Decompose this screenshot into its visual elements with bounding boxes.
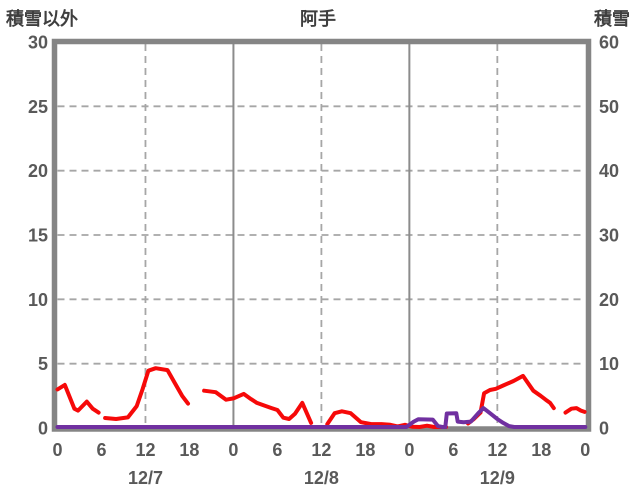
red-series-line (466, 373, 556, 426)
date-label: 12/8 (304, 468, 339, 488)
hour-tick-label: 0 (228, 440, 238, 460)
right-axis-tick-label: 20 (599, 290, 619, 310)
left-axis-title: 積雪以外 (6, 9, 78, 29)
hour-tick-label: 12 (311, 440, 331, 460)
date-label: 12/9 (480, 468, 515, 488)
date-label: 12/7 (128, 468, 163, 488)
left-axis-tick-label: 5 (38, 354, 48, 374)
hour-tick-label: 0 (404, 440, 414, 460)
left-axis-tick-label: 10 (28, 290, 48, 310)
red-series-line (563, 406, 587, 415)
right-axis-title: 積雪 (594, 9, 630, 29)
left-axis-tick-label: 15 (28, 226, 48, 246)
left-axis-tick-label: 0 (38, 419, 48, 439)
left-axis-tick-label: 20 (28, 161, 48, 181)
hour-tick-label: 6 (448, 440, 458, 460)
hour-tick-label: 6 (272, 440, 282, 460)
hour-tick-label: 0 (580, 440, 590, 460)
red-series-line (325, 409, 448, 429)
left-axis-tick-label: 30 (28, 33, 48, 53)
right-axis-tick-label: 40 (599, 161, 619, 181)
purple-series-line (55, 406, 588, 429)
right-axis-tick-label: 50 (599, 97, 619, 117)
right-axis-tick-label: 60 (599, 33, 619, 53)
hour-tick-label: 18 (355, 440, 375, 460)
hour-tick-label: 12 (135, 440, 155, 460)
hour-tick-label: 18 (531, 440, 551, 460)
red-series-line (55, 382, 101, 415)
hour-tick-label: 18 (179, 440, 199, 460)
right-axis-tick-label: 0 (599, 419, 609, 439)
right-axis-tick-label: 10 (599, 354, 619, 374)
hour-tick-label: 0 (52, 440, 62, 460)
chart-title: 阿手 (300, 9, 336, 29)
red-series-line (103, 366, 190, 421)
hour-tick-label: 6 (96, 440, 106, 460)
left-axis-tick-label: 25 (28, 97, 48, 117)
red-series-line (202, 388, 314, 425)
hour-tick-label: 12 (487, 440, 507, 460)
right-axis-tick-label: 30 (599, 226, 619, 246)
